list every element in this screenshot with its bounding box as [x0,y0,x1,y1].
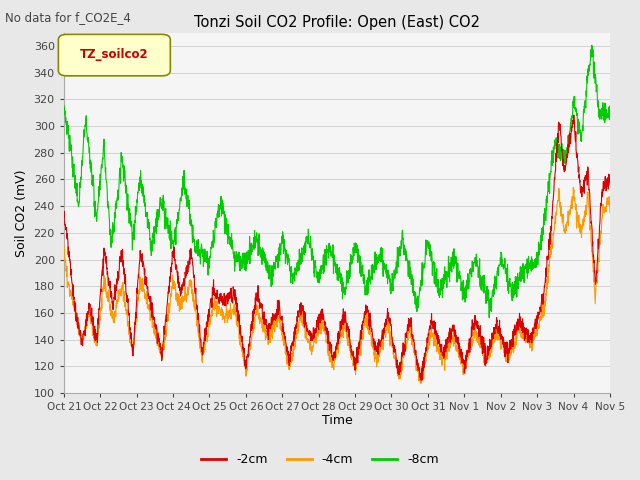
X-axis label: Time: Time [321,414,352,427]
Legend: -2cm, -4cm, -8cm: -2cm, -4cm, -8cm [196,448,444,471]
Text: TZ_soilco2: TZ_soilco2 [80,48,148,61]
Title: Tonzi Soil CO2 Profile: Open (East) CO2: Tonzi Soil CO2 Profile: Open (East) CO2 [194,15,480,30]
FancyBboxPatch shape [58,35,170,76]
Text: No data for f_CO2E_4: No data for f_CO2E_4 [5,11,131,24]
Y-axis label: Soil CO2 (mV): Soil CO2 (mV) [15,169,28,257]
